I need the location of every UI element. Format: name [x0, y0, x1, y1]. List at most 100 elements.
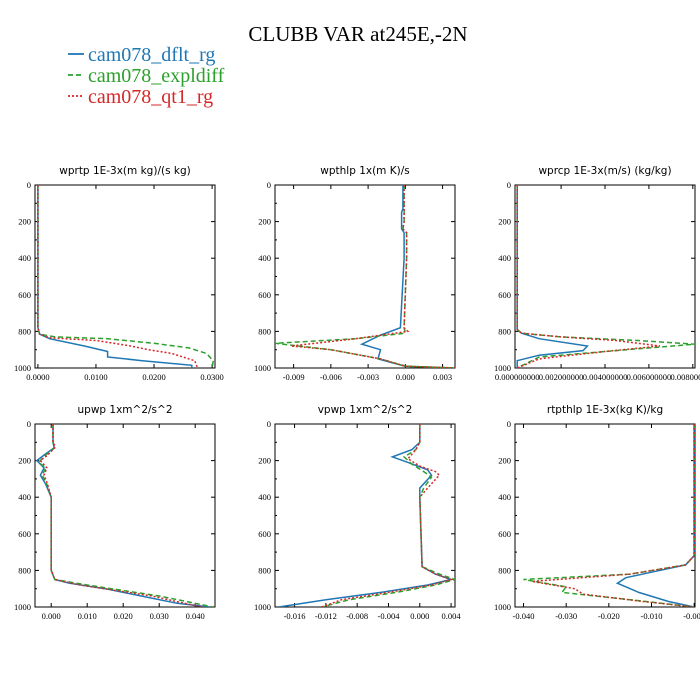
panel-wprcp: wprcp 1E-3x(m/s) (kg/kg) 0 200 400 600 800 100…	[494, 165, 700, 382]
x-tick-label-upwp: 0.030	[150, 611, 169, 621]
y-tick-label-wpthlp: 800	[258, 326, 271, 336]
y-tick-label-wpthlp: 200	[258, 217, 271, 227]
x-tick-label-upwp: 0.000	[42, 611, 61, 621]
y-tick-label-vpwp: 1000	[254, 602, 271, 612]
x-tick-label-wprcp: 0.004000000	[583, 372, 628, 382]
y-tick-label-wprcp: 200	[498, 217, 511, 227]
x-tick-label-wprtp: 0.0200	[142, 372, 165, 382]
x-tick-label-rtpthlp: -0.020	[598, 611, 620, 621]
y-tick-label-rtpthlp: 1000	[494, 602, 511, 612]
figure-title: CLUBB VAR at245E,-2N	[248, 22, 467, 46]
x-tick-label-vpwp: -0.012	[315, 611, 337, 621]
x-tick-label-upwp: 0.010	[78, 611, 97, 621]
panel-vpwp: vpwp 1xm^2/s^2 0 200 400 600 800 1000 -0.016 -0.…	[254, 404, 461, 621]
y-tick-label-rtpthlp: 400	[498, 492, 511, 502]
x-tick-label-wpthlp: -0.003	[357, 372, 379, 382]
y-tick-label-wprtp: 200	[18, 217, 31, 227]
panels: wprtp 1E-3x(m kg)/(s kg) 0 200 400 600 800 100…	[14, 165, 700, 621]
x-tick-label-wpthlp: -0.006	[320, 372, 342, 382]
legend-label-expldiff: cam078_expldiff	[88, 65, 225, 87]
y-tick-label-vpwp: 200	[258, 456, 271, 466]
panel-title-rtpthlp: rtpthlp 1E-3x(kg K)/kg	[547, 404, 663, 416]
series-line-vpwp-2	[321, 424, 454, 607]
x-tick-label-upwp: 0.020	[114, 611, 133, 621]
y-tick-label-wpthlp: 0	[267, 180, 271, 190]
panel-wpthlp: wpthlp 1x(m K)/s 0 200 400 600 800 1000 -0.009 -…	[254, 165, 456, 382]
y-tick-label-wpthlp: 600	[258, 290, 271, 300]
y-tick-label-wpthlp: 1000	[254, 363, 271, 373]
y-tick-label-wprtp: 1000	[14, 363, 31, 373]
panel-rtpthlp: rtpthlp 1E-3x(kg K)/kg02004006008001000-…	[494, 404, 700, 621]
x-tick-label-rtpthlp: -0.040	[513, 611, 535, 621]
y-tick-label-wprcp: 800	[498, 326, 511, 336]
series-line-vpwp-0	[278, 424, 454, 607]
y-tick-label-vpwp: 600	[258, 529, 271, 539]
x-tick-label-wprcp: 0.008000000	[670, 372, 700, 382]
legend-entry-dflt: cam078_dflt_rg	[68, 44, 215, 66]
panel-upwp: upwp 1xm^2/s^2 0 200 400 600 800 1000 0.000 0.01…	[14, 404, 216, 621]
y-tick-label-wprtp: 600	[18, 290, 31, 300]
legend-label-dflt: cam078_dflt_rg	[88, 44, 215, 66]
x-tick-label-wpthlp: -0.009	[283, 372, 305, 382]
y-tick-label-wprtp: 400	[18, 253, 31, 263]
y-tick-label-wpthlp: 400	[258, 253, 271, 263]
plot-frame-upwp	[34, 423, 216, 608]
x-tick-label-wprtp: 0.0000	[26, 372, 49, 382]
legend-entry-expldiff: cam078_expldiff	[68, 65, 225, 87]
series-line-wprcp-2	[516, 185, 660, 368]
legend: cam078_dflt_rg cam078_expldiff cam078_qt…	[68, 44, 225, 108]
series-line-wprtp-0	[37, 185, 193, 368]
x-tick-label-vpwp: -0.008	[346, 611, 368, 621]
x-tick-label-rtpthlp: -0.010	[641, 611, 663, 621]
y-tick-label-upwp: 600	[18, 529, 31, 539]
y-tick-label-wprcp: 400	[498, 253, 511, 263]
series-line-wpthlp-0	[359, 185, 455, 368]
series-line-rtpthlp-2	[531, 424, 695, 607]
y-tick-label-rtpthlp: 600	[498, 529, 511, 539]
y-tick-label-upwp: 0	[27, 419, 31, 429]
x-tick-label-upwp: 0.040	[186, 611, 205, 621]
x-tick-label-wprtp: 0.0100	[84, 372, 107, 382]
y-tick-label-upwp: 200	[18, 456, 31, 466]
series-line-wpthlp-1	[275, 185, 455, 368]
series-line-vpwp-1	[321, 424, 455, 607]
x-tick-label-wprcp: 0.002000000	[539, 372, 584, 382]
y-tick-label-upwp: 800	[18, 565, 31, 575]
y-tick-label-vpwp: 800	[258, 565, 271, 575]
x-tick-label-vpwp: -0.016	[284, 611, 306, 621]
panel-title-wprtp: wprtp 1E-3x(m kg)/(s kg)	[59, 165, 190, 177]
x-tick-label-wpthlp: 0.000	[396, 372, 415, 382]
y-tick-label-rtpthlp: 200	[498, 456, 511, 466]
plot-frame-wprcp	[514, 184, 696, 369]
y-tick-label-rtpthlp: 800	[498, 565, 511, 575]
x-tick-label-wprtp: 0.0300	[200, 372, 223, 382]
x-tick-label-rtpthlp: -0.000	[683, 611, 700, 621]
x-tick-label-vpwp: 0.004	[442, 611, 462, 621]
x-tick-label-wpthlp: 0.003	[433, 372, 452, 382]
panel-title-vpwp: vpwp 1xm^2/s^2	[318, 404, 413, 416]
x-tick-label-wprcp: 0.000000000	[495, 372, 540, 382]
panel-title-wprcp: wprcp 1E-3x(m/s) (kg/kg)	[538, 165, 671, 177]
y-tick-label-wprcp: 0	[507, 180, 511, 190]
y-tick-label-vpwp: 400	[258, 492, 271, 502]
series-line-wprtp-1	[37, 185, 215, 368]
y-tick-label-wprtp: 800	[18, 326, 31, 336]
series-line-rtpthlp-0	[615, 424, 695, 607]
legend-label-qt1: cam078_qt1_rg	[88, 86, 213, 108]
plot-frame-vpwp	[274, 423, 456, 608]
x-tick-label-rtpthlp: -0.030	[555, 611, 577, 621]
x-tick-label-vpwp: -0.004	[377, 611, 400, 621]
series-line-wpthlp-2	[291, 185, 455, 368]
y-tick-label-vpwp: 0	[267, 419, 271, 429]
legend-entry-qt1: cam078_qt1_rg	[68, 86, 213, 108]
plot-frame-rtpthlp	[514, 423, 696, 608]
panel-wprtp: wprtp 1E-3x(m kg)/(s kg) 0 200 400 600 800 100…	[14, 165, 224, 382]
y-tick-label-upwp: 400	[18, 492, 31, 502]
x-tick-label-wprcp: 0.006000000	[627, 372, 672, 382]
x-tick-label-vpwp: 0.000	[410, 611, 429, 621]
series-line-wprcp-1	[516, 185, 695, 368]
y-tick-label-rtpthlp: 0	[507, 419, 511, 429]
y-tick-label-wprcp: 1000	[494, 363, 511, 373]
y-tick-label-wprtp: 0	[27, 180, 31, 190]
